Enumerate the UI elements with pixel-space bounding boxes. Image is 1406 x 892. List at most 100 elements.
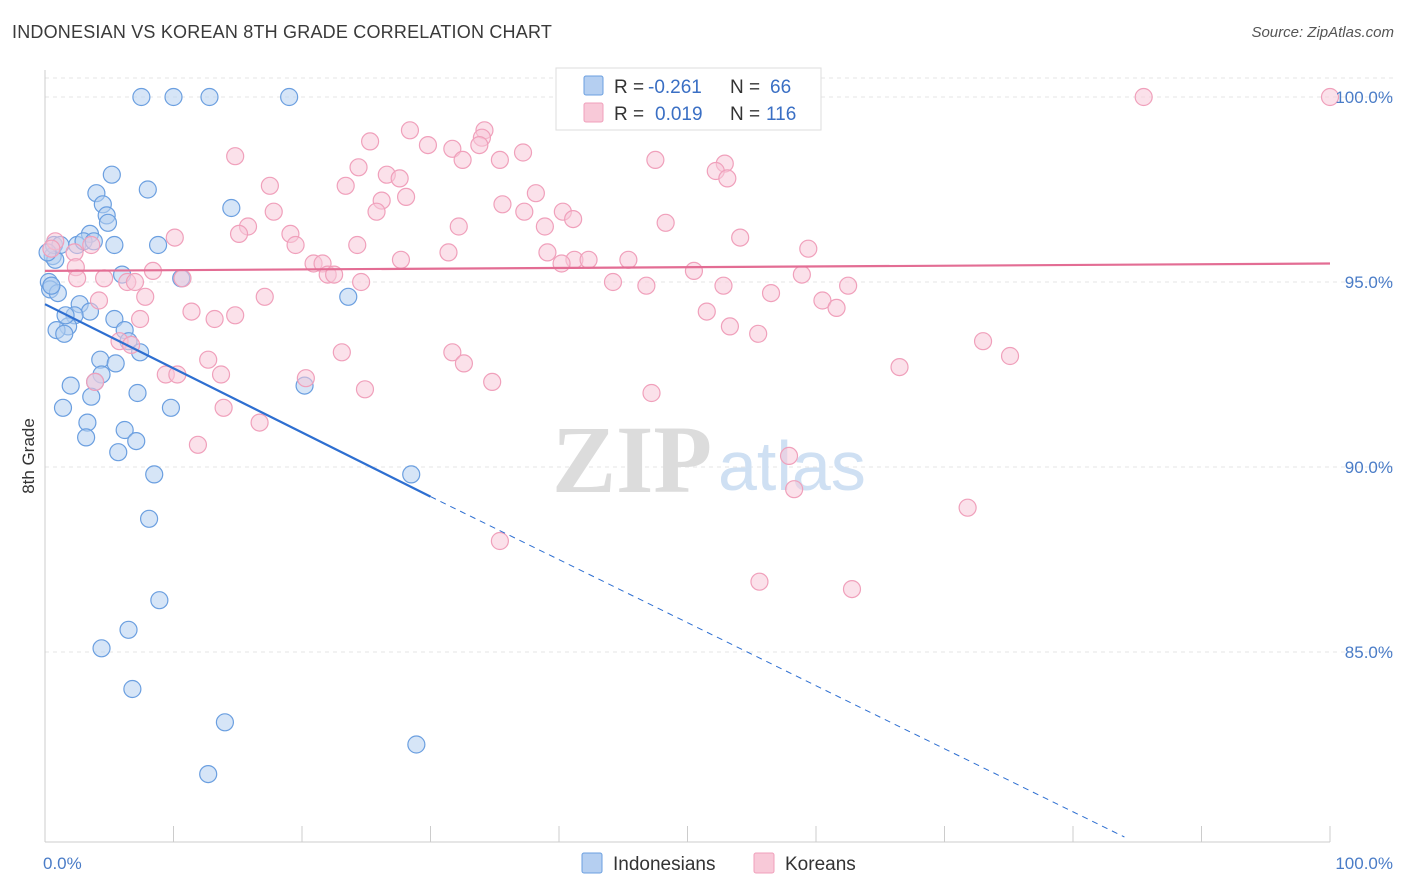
point-koreans	[538, 243, 557, 262]
x-tick-label: 0.0%	[43, 854, 82, 873]
point-koreans	[714, 276, 733, 295]
point-koreans	[260, 176, 279, 195]
point-koreans	[453, 150, 472, 169]
series-legend: Indonesians Koreans	[581, 852, 856, 875]
point-koreans	[214, 398, 233, 417]
point-koreans	[296, 369, 315, 388]
point-koreans	[490, 150, 509, 169]
point-koreans	[718, 169, 737, 188]
point-indonesians	[53, 398, 73, 417]
point-koreans	[731, 228, 750, 247]
point-koreans	[779, 446, 799, 465]
point-indonesians	[105, 235, 124, 255]
point-koreans	[418, 136, 438, 155]
point-koreans	[95, 269, 114, 288]
x-tick-label: 100.0%	[1335, 854, 1393, 873]
point-indonesians	[61, 376, 80, 395]
y-tick-label: 85.0%	[1345, 643, 1393, 662]
x-tick-labels: 0.0% 100.0%	[43, 854, 1393, 873]
point-koreans	[552, 254, 571, 273]
point-koreans	[332, 343, 351, 362]
point-indonesians	[55, 324, 74, 343]
point-koreans	[226, 306, 245, 325]
point-indonesians	[115, 420, 134, 440]
point-koreans	[1320, 87, 1340, 107]
point-koreans	[250, 413, 269, 432]
y-tick-label: 95.0%	[1345, 273, 1393, 292]
point-koreans	[211, 365, 231, 384]
point-koreans	[637, 276, 656, 295]
point-koreans	[646, 150, 665, 169]
point-koreans	[642, 383, 661, 403]
point-koreans	[355, 380, 375, 399]
point-koreans	[720, 317, 740, 336]
point-koreans	[684, 261, 704, 280]
legend-r-label-koreans: R =	[614, 104, 644, 125]
point-koreans	[515, 202, 534, 221]
point-koreans	[168, 365, 187, 384]
point-koreans	[226, 147, 245, 166]
point-koreans	[749, 324, 768, 343]
point-koreans	[890, 358, 909, 377]
series-legend-label-indonesians: Indonesians	[613, 854, 715, 875]
point-indonesians	[200, 87, 219, 107]
point-indonesians	[106, 354, 125, 373]
point-koreans	[125, 272, 145, 292]
point-koreans	[205, 309, 224, 329]
point-koreans	[785, 480, 804, 499]
point-koreans	[535, 217, 554, 236]
point-koreans	[336, 176, 355, 195]
point-indonesians	[77, 428, 96, 447]
data-points	[38, 87, 1340, 784]
point-indonesians	[128, 383, 147, 403]
point-koreans	[264, 202, 283, 221]
point-koreans	[526, 184, 545, 203]
point-indonesians	[161, 398, 181, 417]
point-koreans	[792, 265, 811, 284]
point-koreans	[470, 136, 489, 155]
point-koreans	[400, 121, 420, 140]
point-koreans	[165, 228, 184, 247]
point-indonesians	[132, 87, 151, 107]
point-koreans	[391, 250, 411, 269]
y-tick-labels: 100.0% 95.0% 90.0% 85.0%	[1335, 88, 1393, 662]
point-koreans	[89, 291, 109, 310]
point-koreans	[443, 343, 462, 362]
point-koreans	[973, 332, 993, 351]
point-koreans	[449, 217, 468, 236]
point-koreans	[799, 239, 818, 258]
point-koreans	[182, 302, 201, 321]
point-koreans	[697, 302, 716, 321]
point-indonesians	[139, 509, 159, 528]
point-koreans	[564, 210, 583, 229]
point-koreans	[42, 239, 61, 258]
point-koreans	[396, 187, 416, 206]
point-koreans	[493, 195, 512, 214]
point-koreans	[130, 309, 150, 329]
point-indonesians	[42, 276, 61, 295]
point-koreans	[761, 284, 781, 303]
legend-swatch-koreans	[583, 102, 604, 123]
trend-line-indonesians	[44, 303, 431, 498]
y-axis-label: 8th Grade	[19, 418, 38, 494]
point-indonesians	[105, 309, 124, 329]
point-indonesians	[92, 639, 111, 658]
legend-swatch-indonesians	[583, 75, 604, 96]
y-tick-label: 100.0%	[1335, 88, 1393, 107]
point-koreans	[750, 572, 769, 591]
watermark: ZIP atlas	[552, 406, 866, 513]
point-koreans	[490, 531, 509, 551]
point-koreans	[136, 287, 155, 306]
point-indonesians	[150, 591, 169, 610]
point-koreans	[349, 158, 368, 177]
series-legend-swatch-indonesians	[581, 852, 603, 874]
point-indonesians	[164, 87, 183, 107]
stats-legend: R = -0.261 N = 66 R = 0.019 N = 116	[555, 67, 822, 131]
point-koreans	[439, 243, 458, 262]
point-koreans	[188, 435, 208, 454]
point-indonesians	[119, 620, 138, 639]
point-koreans	[813, 291, 832, 310]
point-koreans	[513, 143, 533, 162]
point-indonesians	[199, 764, 218, 784]
